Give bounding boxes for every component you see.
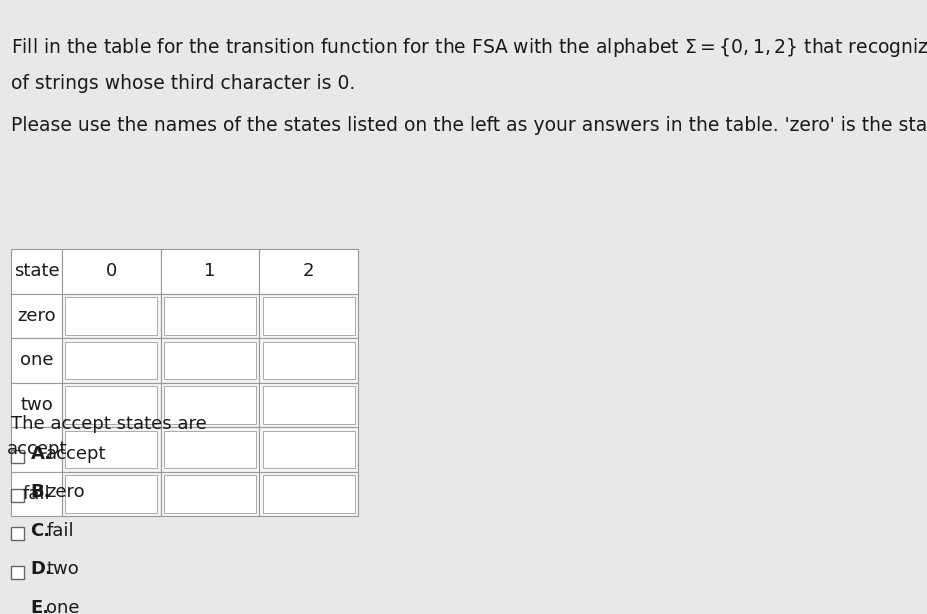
Text: zero: zero: [46, 483, 84, 502]
FancyBboxPatch shape: [160, 293, 260, 338]
FancyBboxPatch shape: [65, 341, 158, 379]
FancyBboxPatch shape: [11, 566, 24, 579]
FancyBboxPatch shape: [260, 383, 358, 427]
Text: fail: fail: [46, 522, 74, 540]
FancyBboxPatch shape: [11, 249, 62, 293]
FancyBboxPatch shape: [164, 386, 256, 424]
FancyBboxPatch shape: [62, 383, 160, 427]
Text: A.: A.: [31, 445, 52, 463]
FancyBboxPatch shape: [160, 249, 260, 293]
Text: D.: D.: [31, 561, 52, 578]
FancyBboxPatch shape: [160, 472, 260, 516]
Text: state: state: [14, 262, 59, 281]
FancyBboxPatch shape: [11, 472, 62, 516]
FancyBboxPatch shape: [62, 293, 160, 338]
FancyBboxPatch shape: [62, 427, 160, 472]
Text: B.: B.: [31, 483, 51, 502]
FancyBboxPatch shape: [62, 249, 160, 293]
FancyBboxPatch shape: [11, 338, 62, 383]
Text: 0: 0: [106, 262, 117, 281]
FancyBboxPatch shape: [62, 338, 160, 383]
Text: The accept states are: The accept states are: [11, 415, 207, 433]
FancyBboxPatch shape: [164, 297, 256, 335]
Text: fail: fail: [23, 485, 50, 503]
Text: accept: accept: [46, 445, 107, 463]
FancyBboxPatch shape: [11, 489, 24, 502]
Text: 1: 1: [204, 262, 215, 281]
Text: one: one: [19, 351, 54, 370]
FancyBboxPatch shape: [65, 297, 158, 335]
FancyBboxPatch shape: [260, 427, 358, 472]
Text: zero: zero: [18, 307, 56, 325]
FancyBboxPatch shape: [262, 430, 354, 468]
FancyBboxPatch shape: [65, 430, 158, 468]
FancyBboxPatch shape: [260, 472, 358, 516]
FancyBboxPatch shape: [262, 297, 354, 335]
FancyBboxPatch shape: [160, 427, 260, 472]
Text: one: one: [46, 599, 80, 614]
FancyBboxPatch shape: [65, 386, 158, 424]
FancyBboxPatch shape: [164, 341, 256, 379]
FancyBboxPatch shape: [164, 430, 256, 468]
FancyBboxPatch shape: [11, 383, 62, 427]
Text: accept: accept: [6, 440, 67, 458]
Text: 2: 2: [302, 262, 314, 281]
FancyBboxPatch shape: [65, 475, 158, 513]
FancyBboxPatch shape: [11, 527, 24, 540]
FancyBboxPatch shape: [11, 604, 24, 614]
Text: two: two: [46, 561, 79, 578]
FancyBboxPatch shape: [262, 386, 354, 424]
FancyBboxPatch shape: [62, 472, 160, 516]
FancyBboxPatch shape: [11, 450, 24, 464]
FancyBboxPatch shape: [160, 338, 260, 383]
Text: C.: C.: [31, 522, 50, 540]
Text: Fill in the table for the transition function for the FSA with the alphabet $\Si: Fill in the table for the transition fun…: [11, 36, 927, 58]
FancyBboxPatch shape: [11, 427, 62, 472]
FancyBboxPatch shape: [260, 293, 358, 338]
FancyBboxPatch shape: [160, 383, 260, 427]
FancyBboxPatch shape: [164, 475, 256, 513]
Text: E.: E.: [31, 599, 49, 614]
FancyBboxPatch shape: [11, 293, 62, 338]
FancyBboxPatch shape: [262, 341, 354, 379]
FancyBboxPatch shape: [260, 338, 358, 383]
FancyBboxPatch shape: [260, 249, 358, 293]
FancyBboxPatch shape: [262, 475, 354, 513]
Text: Please use the names of the states listed on the left as your answers in the tab: Please use the names of the states liste…: [11, 115, 927, 134]
Text: of strings whose third character is 0.: of strings whose third character is 0.: [11, 74, 355, 93]
Text: two: two: [20, 396, 53, 414]
